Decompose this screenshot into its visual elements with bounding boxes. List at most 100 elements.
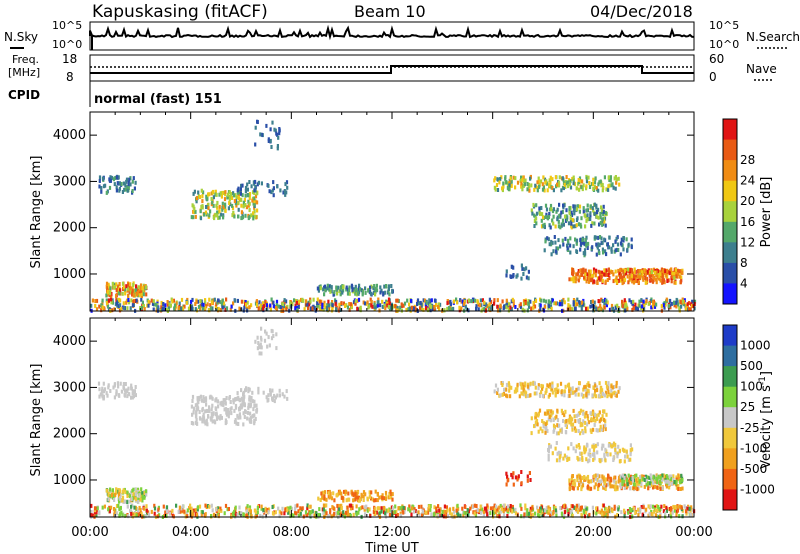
heatmap-cell bbox=[614, 484, 617, 489]
heatmap-cell bbox=[370, 284, 373, 289]
heatmap-cell bbox=[607, 175, 610, 180]
heatmap-cell bbox=[585, 279, 588, 284]
heatmap-cell bbox=[533, 213, 536, 218]
heatmap-cell bbox=[452, 509, 456, 514]
heatmap-cell bbox=[192, 191, 195, 196]
heatmap-cell bbox=[578, 176, 582, 181]
heatmap-cell bbox=[177, 509, 180, 514]
colorbar-tick-label: 1000 bbox=[740, 339, 771, 353]
heatmap-cell bbox=[250, 213, 253, 218]
heatmap-cell bbox=[101, 305, 104, 310]
heatmap-cell bbox=[625, 449, 628, 454]
heatmap-cell bbox=[216, 399, 219, 404]
x-tick-label: 00:00 bbox=[675, 525, 712, 540]
heatmap-cell bbox=[603, 409, 606, 414]
heatmap-cell bbox=[545, 505, 548, 510]
heatmap-cell bbox=[275, 332, 278, 337]
heatmap-cell bbox=[332, 292, 335, 297]
heatmap-cell bbox=[602, 212, 605, 217]
heatmap-cell bbox=[605, 384, 609, 389]
heatmap-cell bbox=[113, 510, 116, 515]
heatmap-cell bbox=[388, 491, 391, 496]
noise-right-tick-bottom: 10^0 bbox=[709, 38, 739, 51]
heatmap-cell bbox=[233, 513, 236, 518]
heatmap-cell bbox=[235, 195, 238, 200]
heatmap-cell bbox=[556, 207, 559, 212]
heatmap-cell bbox=[606, 394, 609, 399]
heatmap-cell bbox=[278, 128, 281, 133]
heatmap-cell bbox=[482, 512, 485, 517]
heatmap-cell bbox=[618, 182, 621, 187]
heatmap-cell bbox=[305, 299, 308, 304]
heatmap-cell bbox=[196, 405, 199, 410]
heatmap-cell bbox=[225, 297, 228, 302]
x-tick-label: 12:00 bbox=[373, 525, 410, 540]
heatmap-cell bbox=[624, 300, 627, 305]
heatmap-cell bbox=[599, 417, 602, 422]
heatmap-cell bbox=[181, 508, 184, 513]
heatmap-cell bbox=[673, 480, 676, 484]
heatmap-cell bbox=[196, 507, 199, 512]
heatmap-cell bbox=[198, 397, 201, 402]
heatmap-cell bbox=[244, 410, 247, 415]
heatmap-cell bbox=[362, 300, 365, 305]
heatmap-cell bbox=[505, 482, 508, 487]
heatmap-cell bbox=[284, 507, 287, 512]
xlabel: Time UT bbox=[364, 541, 418, 554]
heatmap-cell bbox=[131, 189, 134, 193]
heatmap-cell bbox=[647, 481, 650, 486]
heatmap-cell bbox=[581, 238, 584, 242]
heatmap-cell bbox=[128, 177, 131, 182]
heatmap-cell bbox=[336, 503, 339, 508]
heatmap-cell bbox=[621, 447, 624, 452]
heatmap-cell bbox=[496, 387, 499, 392]
heatmap-cell bbox=[164, 510, 167, 515]
heatmap-cell bbox=[587, 269, 590, 274]
heatmap-cell bbox=[614, 186, 617, 191]
heatmap-cell bbox=[582, 387, 585, 392]
heatmap-cell bbox=[130, 504, 133, 509]
heatmap-cell bbox=[529, 478, 532, 482]
heatmap-cell bbox=[616, 280, 619, 285]
heatmap-cell bbox=[604, 423, 607, 428]
heatmap-cell bbox=[442, 514, 445, 519]
heatmap-cell bbox=[578, 204, 582, 209]
heatmap-cell bbox=[510, 179, 513, 184]
heatmap-cell bbox=[208, 308, 211, 313]
heatmap-cell bbox=[141, 286, 144, 291]
heatmap-cell bbox=[364, 492, 367, 497]
heatmap-cell bbox=[667, 479, 670, 484]
heatmap-cell bbox=[232, 193, 235, 198]
heatmap-cell bbox=[183, 509, 186, 514]
heatmap-cell bbox=[602, 513, 605, 518]
heatmap-cell bbox=[595, 214, 598, 219]
heatmap-cell bbox=[547, 384, 550, 389]
heatmap-cell bbox=[330, 514, 333, 519]
heatmap-cell bbox=[286, 396, 289, 401]
heatmap-cell bbox=[600, 446, 604, 451]
heatmap-cell bbox=[354, 301, 357, 306]
heatmap-cell bbox=[641, 275, 645, 279]
heatmap-cell bbox=[597, 412, 600, 417]
heatmap-cell bbox=[355, 494, 358, 499]
heatmap-cell bbox=[390, 284, 393, 288]
heatmap-cell bbox=[556, 217, 559, 222]
heatmap-cell bbox=[549, 300, 552, 305]
heatmap-cell bbox=[335, 307, 338, 312]
heatmap-cell bbox=[576, 302, 579, 307]
heatmap-cell bbox=[566, 243, 569, 248]
heatmap-cell bbox=[467, 298, 470, 303]
heatmap-cell bbox=[362, 490, 366, 495]
heatmap-cell bbox=[325, 503, 328, 508]
heatmap-cell bbox=[162, 504, 165, 509]
heatmap-cell bbox=[573, 483, 577, 488]
heatmap-cell bbox=[632, 506, 635, 511]
heatmap-cell bbox=[141, 292, 144, 296]
heatmap-cell bbox=[603, 305, 606, 310]
heatmap-cell bbox=[534, 385, 537, 390]
heatmap-cell bbox=[587, 381, 590, 386]
heatmap-cell bbox=[506, 514, 509, 518]
heatmap-cell bbox=[244, 185, 248, 190]
heatmap-cell bbox=[675, 272, 678, 276]
heatmap-cell bbox=[336, 291, 339, 296]
